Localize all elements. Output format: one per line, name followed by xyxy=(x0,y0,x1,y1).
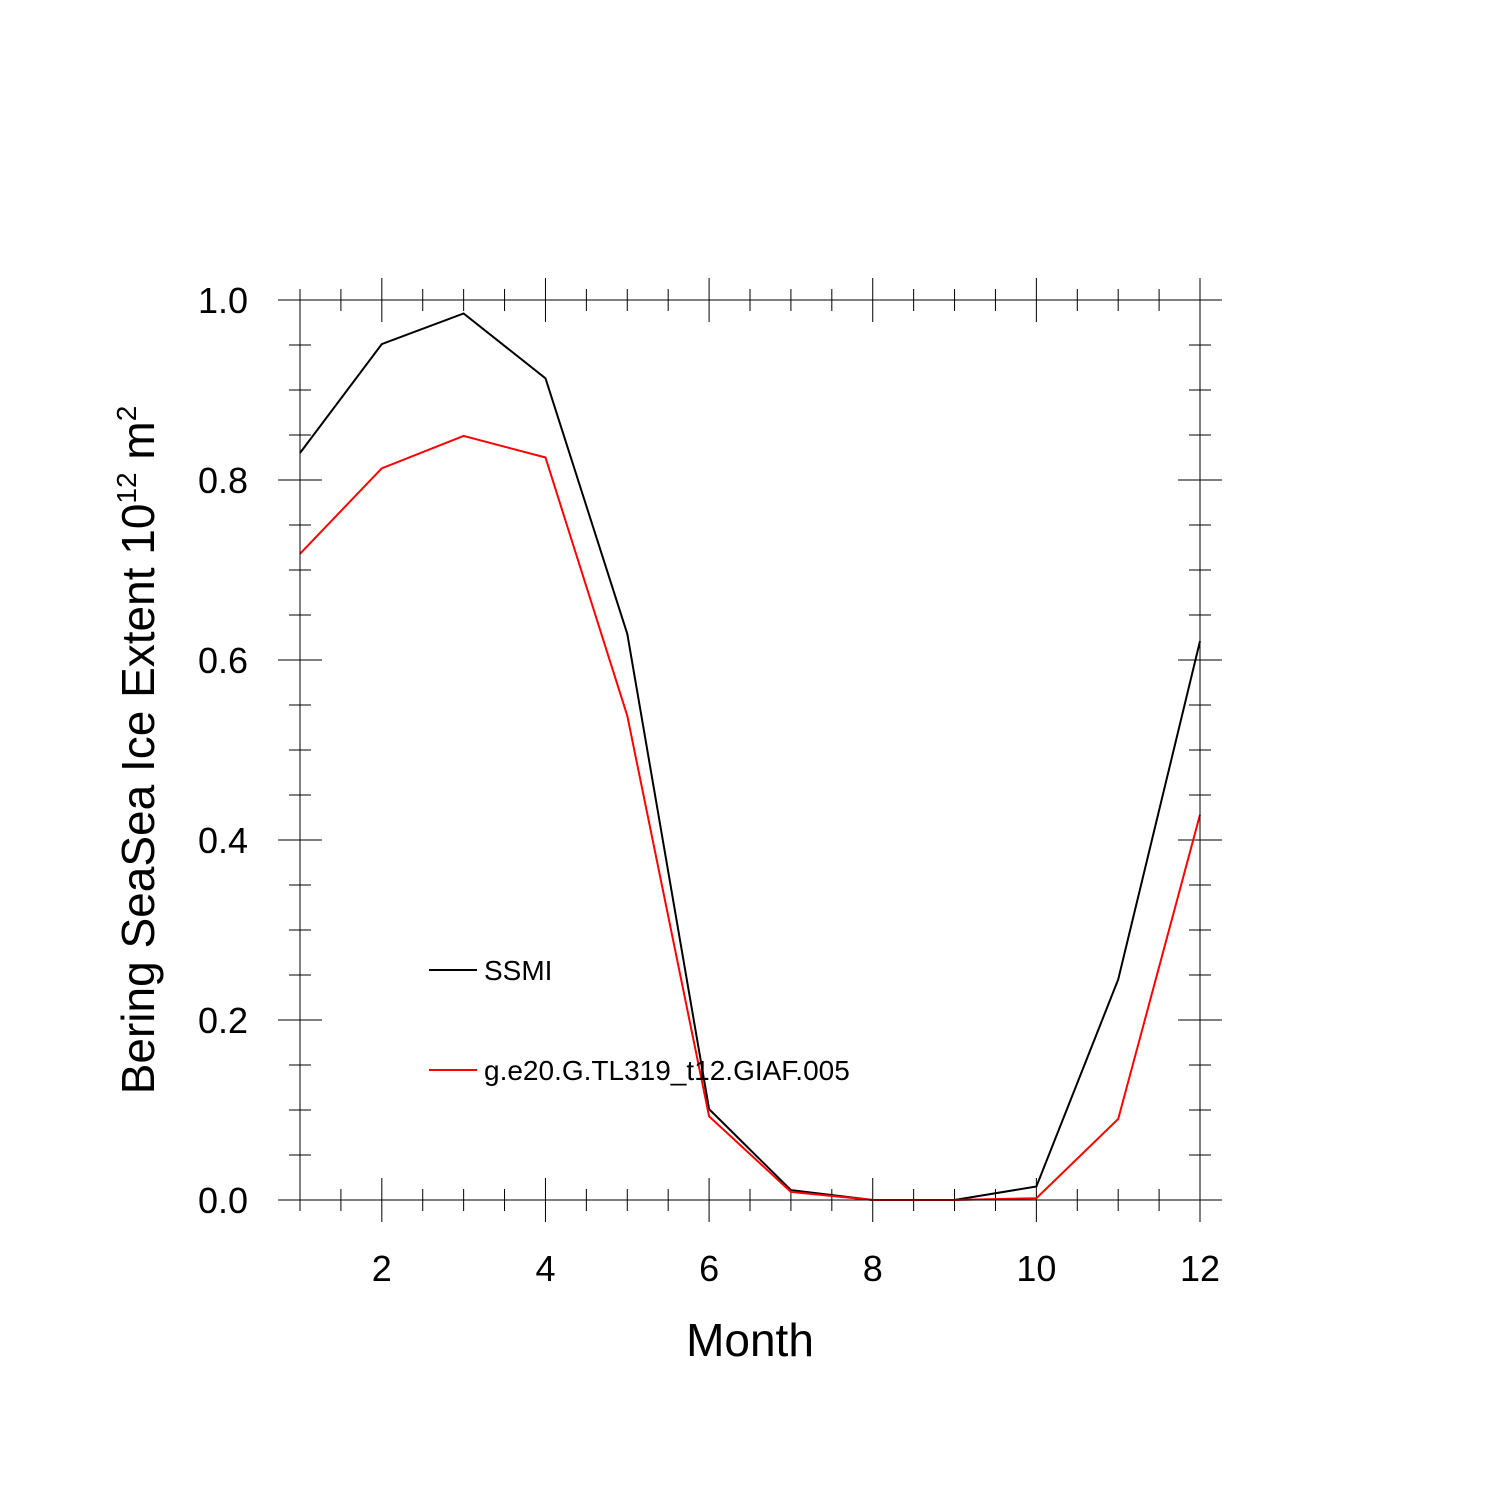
plot-frame xyxy=(299,299,1201,1201)
tick-labels: 2 4 6 8 10 12 0.0 0.2 0.4 0.6 0.8 1.0 xyxy=(198,280,1220,1289)
y-tick-label: 0.6 xyxy=(198,640,248,681)
y-tick-label: 1.0 xyxy=(198,280,248,321)
y-tick-label: 0.0 xyxy=(198,1180,248,1221)
x-axis-label: Month xyxy=(686,1314,814,1366)
legend-label-ssmi: SSMI xyxy=(484,955,552,986)
x-tick-label: 6 xyxy=(699,1248,719,1289)
y-tick-label: 0.4 xyxy=(198,820,248,861)
x-tick-label: 4 xyxy=(535,1248,555,1289)
y-axis-label: Bering SeaSea Ice Extent 1012 m2 xyxy=(111,406,164,1095)
y-tick-label: 0.2 xyxy=(198,1000,248,1041)
y-axis-label-exponent: 12 xyxy=(111,472,142,503)
series-lines xyxy=(299,312,1201,1201)
x-tick-label: 2 xyxy=(372,1248,392,1289)
series-line-model xyxy=(299,434,1201,1201)
y-axis-label-unit-exponent: 2 xyxy=(111,406,142,422)
y-axis-label-unit: m xyxy=(112,421,164,472)
y-axis-label-text: Bering SeaSea Ice Extent 10 xyxy=(112,504,164,1095)
legend-label-model: g.e20.G.TL319_t12.GIAF.005 xyxy=(484,1055,850,1086)
y-tick-label: 0.8 xyxy=(198,460,248,501)
x-tick-label: 12 xyxy=(1180,1248,1220,1289)
x-tick-label: 10 xyxy=(1016,1248,1056,1289)
x-tick-label: 8 xyxy=(863,1248,883,1289)
series-line-ssmi xyxy=(299,312,1201,1201)
legend: SSMI g.e20.G.TL319_t12.GIAF.005 xyxy=(429,955,850,1086)
